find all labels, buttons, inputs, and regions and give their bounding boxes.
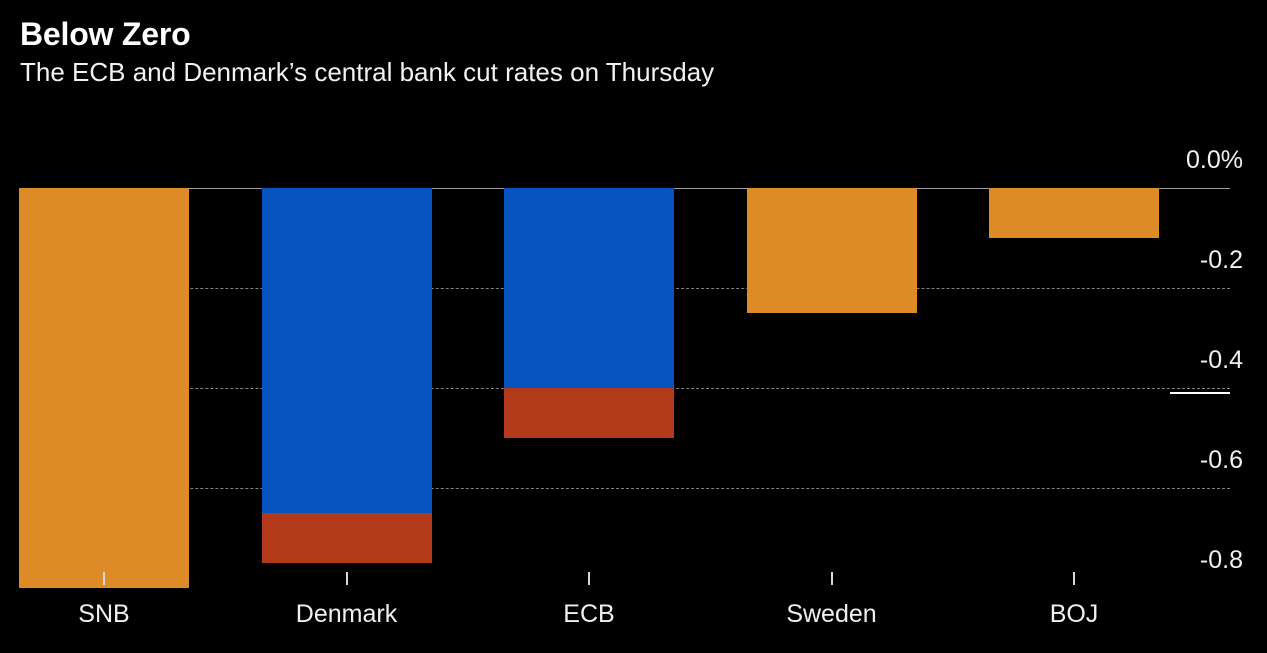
bar-segment-new-rate xyxy=(504,188,674,388)
bar-segment-rate-cut xyxy=(261,513,432,563)
bar-denmark[interactable] xyxy=(261,188,432,588)
x-axis-tick xyxy=(345,572,348,585)
bar-boj[interactable] xyxy=(989,188,1159,588)
x-axis-label-sweden: Sweden xyxy=(786,600,877,628)
bar-segment-current-rate xyxy=(989,188,1159,238)
y-axis-label: -0.8 xyxy=(1199,546,1243,574)
x-axis-tick xyxy=(1073,572,1075,585)
y-axis-baseline-stub xyxy=(1170,392,1230,394)
x-axis-label-ecb: ECB xyxy=(563,600,615,628)
y-axis-label: 0.0% xyxy=(1186,146,1243,174)
y-axis-label: -0.4 xyxy=(1199,346,1243,374)
bar-segment-current-rate xyxy=(19,188,189,588)
y-axis-label: -0.6 xyxy=(1199,446,1243,474)
x-axis-tick xyxy=(830,572,833,585)
bar-segment-current-rate xyxy=(746,188,917,313)
x-axis-label-denmark: Denmark xyxy=(295,600,398,628)
chart-header: Below Zero The ECB and Denmark’s central… xyxy=(20,16,1220,88)
x-axis-label-boj: BOJ xyxy=(1049,600,1099,628)
chart-subtitle: The ECB and Denmark’s central bank cut r… xyxy=(20,56,715,87)
x-axis-tick xyxy=(103,572,105,585)
x-axis-label-snb: SNB xyxy=(78,600,130,628)
gridline xyxy=(20,488,1230,489)
chart-title: Below Zero xyxy=(20,16,191,52)
y-axis-label: -0.2 xyxy=(1199,246,1243,274)
bar-segment-rate-cut xyxy=(504,388,674,438)
bar-snb[interactable] xyxy=(19,188,189,588)
bar-ecb[interactable] xyxy=(504,188,674,588)
plot-area xyxy=(19,188,1230,588)
bar-sweden[interactable] xyxy=(746,188,917,588)
bar-segment-new-rate xyxy=(261,188,432,513)
bar-series xyxy=(19,188,1230,588)
x-axis-tick xyxy=(588,572,590,585)
